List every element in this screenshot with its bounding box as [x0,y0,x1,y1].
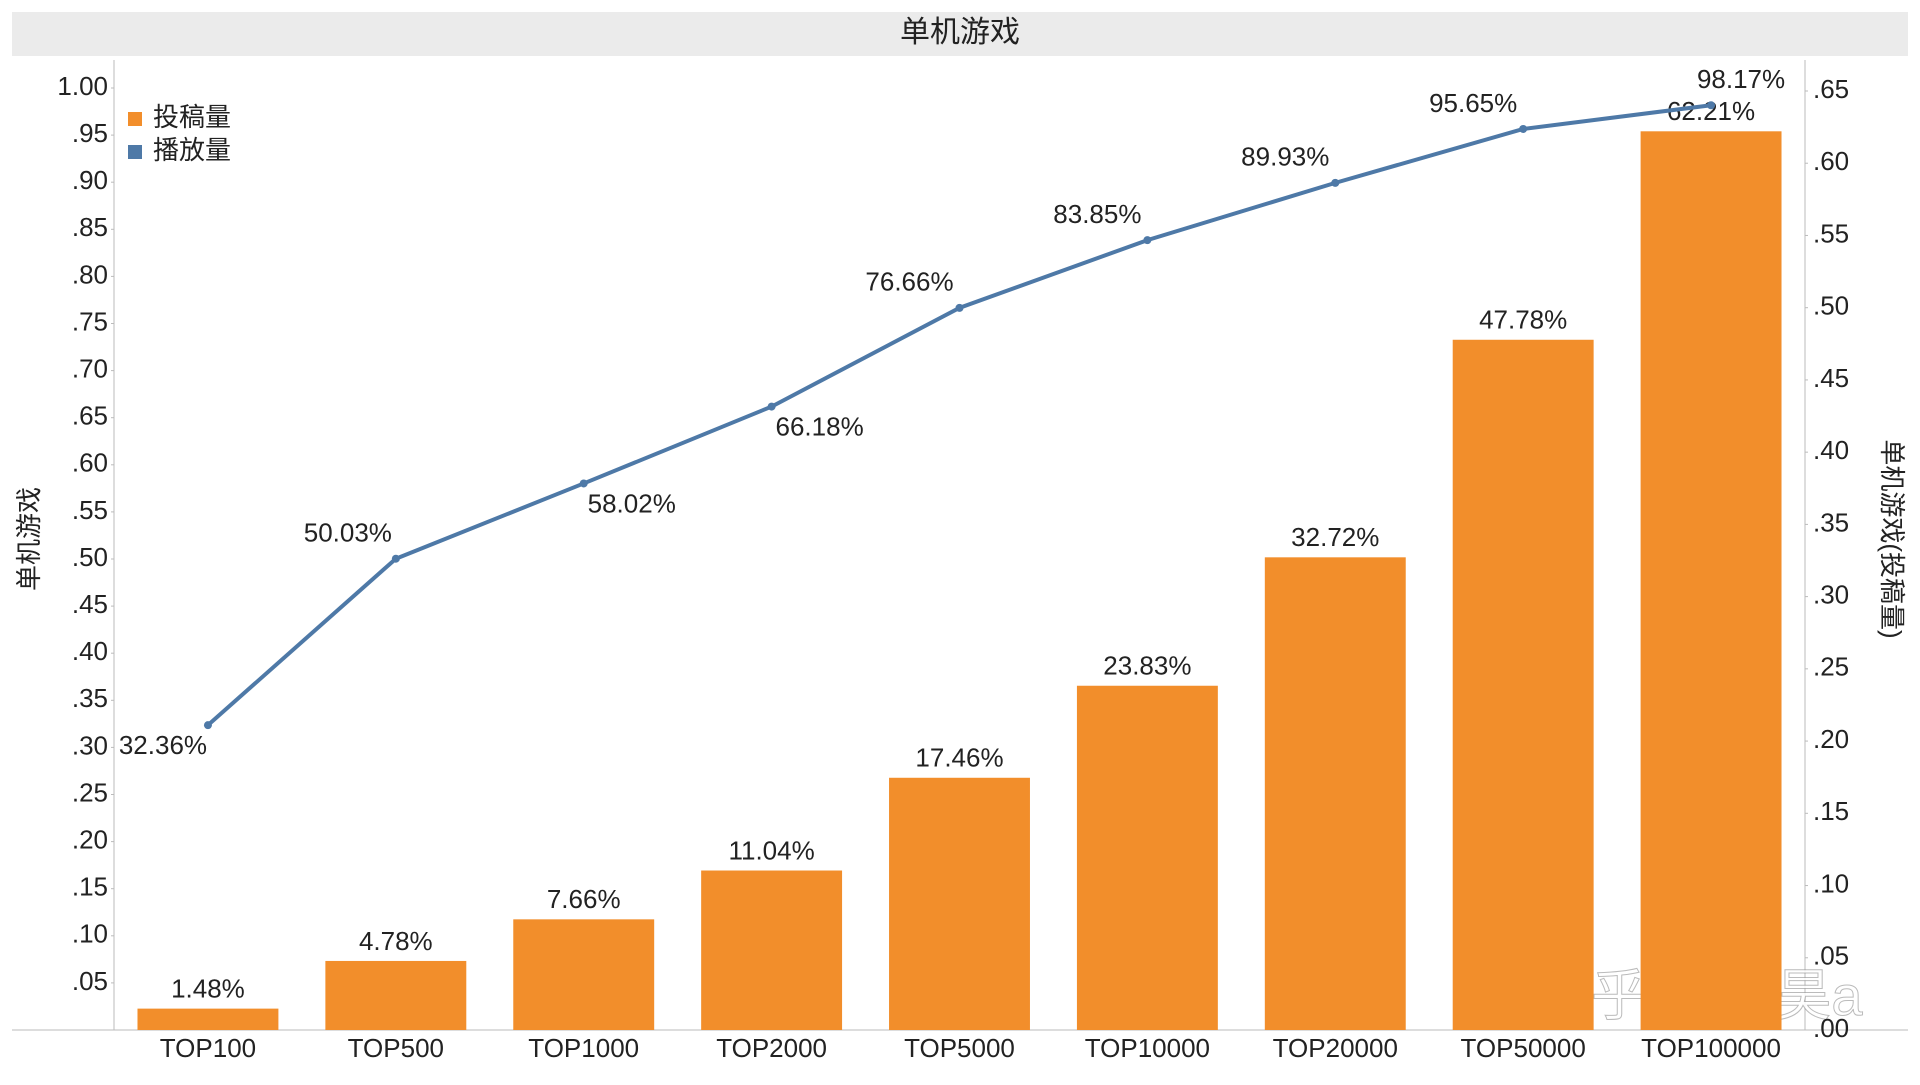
bar [1452,339,1594,1030]
y2-tick-label: .40 [1813,435,1849,465]
line-point [391,554,400,563]
y2-tick-label: .50 [1813,291,1849,321]
x-tick-label: TOP2000 [716,1033,827,1063]
bar-label: 1.48% [171,973,245,1003]
bar-label: 62.21% [1667,96,1755,126]
y-tick-label: .20 [72,824,108,854]
bar [325,960,467,1030]
y2-tick-label: .60 [1813,146,1849,176]
y2-tick-label: .55 [1813,218,1849,248]
line-label: 83.85% [1053,199,1141,229]
legend-label: 投稿量 [153,102,231,132]
x-tick-label: TOP100 [160,1033,256,1063]
y-tick-label: .40 [72,636,108,666]
bar-label: 4.78% [359,926,433,956]
bar [137,1008,279,1030]
legend-swatch [128,112,142,126]
x-tick-label: TOP5000 [904,1033,1015,1063]
line-point [1707,101,1716,110]
bar [1076,685,1218,1030]
y2-tick-label: .45 [1813,363,1849,393]
title-band [12,12,1908,56]
bar [1264,557,1406,1030]
y2-axis-title: 单机游戏(投稿量) [1877,439,1907,638]
line-label: 58.02% [588,488,676,518]
x-tick-label: TOP50000 [1461,1033,1586,1063]
chart-title: 单机游戏 [900,16,1020,49]
line-point [955,303,964,312]
x-tick-label: TOP1000 [528,1033,639,1063]
y-tick-label: .15 [72,872,108,902]
legend-swatch [128,145,142,159]
line-label: 95.65% [1429,88,1517,118]
line-point [767,402,776,411]
y2-tick-label: .15 [1813,796,1849,826]
y-tick-label: .65 [72,401,108,431]
y2-tick-label: .20 [1813,724,1849,754]
y-tick-label: .45 [72,589,108,619]
y-tick-label: .85 [72,212,108,242]
y-tick-label: .70 [72,353,108,383]
line-point [1519,124,1528,133]
x-tick-label: TOP20000 [1273,1033,1398,1063]
line-label: 98.17% [1697,64,1785,94]
y-tick-label: .60 [72,448,108,478]
y-tick-label: .50 [72,542,108,572]
line-point [1331,178,1340,187]
bar-label: 23.83% [1103,651,1191,681]
bar [1640,131,1782,1031]
y2-tick-label: .10 [1813,868,1849,898]
y-tick-label: .10 [72,919,108,949]
bar-label: 17.46% [915,743,1003,773]
bar-label: 47.78% [1479,305,1567,335]
bar [889,777,1030,1030]
y-tick-label: .35 [72,683,108,713]
y-tick-label: .25 [72,777,108,807]
y-tick-label: .75 [72,306,108,336]
y-tick-label: .80 [72,259,108,289]
legend-label: 播放量 [153,135,231,165]
y2-tick-label: .65 [1813,74,1849,104]
line-point [1143,236,1152,245]
line-label: 76.66% [865,267,953,297]
y2-tick-label: .00 [1813,1013,1849,1043]
bar [701,870,843,1030]
y-tick-label: .95 [72,118,108,148]
y2-tick-label: .25 [1813,652,1849,682]
y-tick-label: .55 [72,495,108,525]
y-tick-label: .30 [72,730,108,760]
x-tick-label: TOP10000 [1085,1033,1210,1063]
bar-label: 7.66% [547,884,621,914]
line-point [203,721,212,730]
bar-label: 32.72% [1291,522,1379,552]
y-axis-title: 单机游戏 [14,487,44,591]
y2-tick-label: .30 [1813,579,1849,609]
y-tick-label: .05 [72,966,108,996]
x-tick-label: TOP100000 [1641,1033,1781,1063]
x-tick-label: TOP500 [348,1033,444,1063]
bar-label: 11.04% [728,835,814,865]
y2-tick-label: .35 [1813,507,1849,537]
line-label: 50.03% [304,518,392,548]
line-label: 66.18% [776,411,864,441]
line-label: 89.93% [1241,142,1329,172]
line-point [579,479,588,488]
bar [513,919,655,1030]
y2-tick-label: .05 [1813,941,1849,971]
y-tick-label: .90 [72,165,108,195]
y-tick-label: 1.00 [57,71,108,101]
line-label: 32.36% [119,730,207,760]
